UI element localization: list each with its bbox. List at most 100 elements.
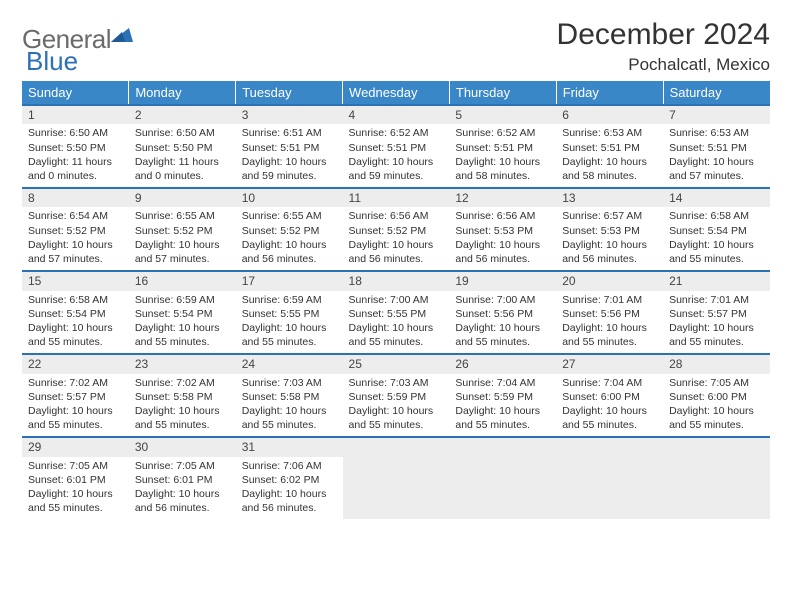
sunrise-line: Sunrise: 6:58 AM xyxy=(28,293,123,307)
sunrise-line: Sunrise: 7:00 AM xyxy=(349,293,444,307)
day-body-cell: Sunrise: 6:58 AMSunset: 5:54 PMDaylight:… xyxy=(22,291,129,355)
sunrise-line: Sunrise: 7:03 AM xyxy=(242,376,337,390)
sunrise-line: Sunrise: 7:02 AM xyxy=(135,376,230,390)
day-body-cell: Sunrise: 6:52 AMSunset: 5:51 PMDaylight:… xyxy=(343,124,450,188)
sunrise-line: Sunrise: 6:56 AM xyxy=(349,209,444,223)
sunrise-line: Sunrise: 7:06 AM xyxy=(242,459,337,473)
day-body-cell: Sunrise: 6:59 AMSunset: 5:55 PMDaylight:… xyxy=(236,291,343,355)
day-number-cell xyxy=(556,437,663,456)
sunrise-line: Sunrise: 6:53 AM xyxy=(562,126,657,140)
daylight-line: Daylight: 10 hours and 57 minutes. xyxy=(135,238,230,266)
sunset-line: Sunset: 5:56 PM xyxy=(455,307,550,321)
day-body-cell: Sunrise: 6:56 AMSunset: 5:52 PMDaylight:… xyxy=(343,207,450,271)
daylight-line: Daylight: 10 hours and 58 minutes. xyxy=(562,155,657,183)
day-body-cell: Sunrise: 6:50 AMSunset: 5:50 PMDaylight:… xyxy=(22,124,129,188)
sunset-line: Sunset: 5:51 PM xyxy=(455,141,550,155)
sunset-line: Sunset: 5:58 PM xyxy=(242,390,337,404)
day-body-cell: Sunrise: 7:05 AMSunset: 6:00 PMDaylight:… xyxy=(663,374,770,438)
sunset-line: Sunset: 5:53 PM xyxy=(455,224,550,238)
day-body-cell xyxy=(556,457,663,520)
sunrise-line: Sunrise: 6:59 AM xyxy=(242,293,337,307)
day-body-cell: Sunrise: 7:04 AMSunset: 5:59 PMDaylight:… xyxy=(449,374,556,438)
sunrise-line: Sunrise: 7:03 AM xyxy=(349,376,444,390)
daylight-line: Daylight: 11 hours and 0 minutes. xyxy=(135,155,230,183)
sunrise-line: Sunrise: 7:05 AM xyxy=(28,459,123,473)
day-number-cell: 21 xyxy=(663,271,770,290)
day-body-cell: Sunrise: 7:02 AMSunset: 5:57 PMDaylight:… xyxy=(22,374,129,438)
sunrise-line: Sunrise: 6:58 AM xyxy=(669,209,764,223)
day-body-cell: Sunrise: 6:55 AMSunset: 5:52 PMDaylight:… xyxy=(236,207,343,271)
daylight-line: Daylight: 10 hours and 55 minutes. xyxy=(562,404,657,432)
sunset-line: Sunset: 5:51 PM xyxy=(669,141,764,155)
sunrise-line: Sunrise: 6:55 AM xyxy=(242,209,337,223)
daylight-line: Daylight: 10 hours and 56 minutes. xyxy=(455,238,550,266)
day-number-cell: 29 xyxy=(22,437,129,456)
calendar-header: Sunday Monday Tuesday Wednesday Thursday… xyxy=(22,81,770,105)
day-body-cell: Sunrise: 7:05 AMSunset: 6:01 PMDaylight:… xyxy=(22,457,129,520)
calendar-table: Sunday Monday Tuesday Wednesday Thursday… xyxy=(22,81,770,519)
sunrise-line: Sunrise: 6:52 AM xyxy=(349,126,444,140)
logo-triangle-icon xyxy=(111,26,133,47)
day-body-cell: Sunrise: 6:50 AMSunset: 5:50 PMDaylight:… xyxy=(129,124,236,188)
daylight-line: Daylight: 10 hours and 56 minutes. xyxy=(135,487,230,515)
weekday-header: Saturday xyxy=(663,81,770,105)
month-title: December 2024 xyxy=(557,18,770,51)
day-number-cell: 9 xyxy=(129,188,236,207)
sunrise-line: Sunrise: 6:55 AM xyxy=(135,209,230,223)
day-number-cell: 18 xyxy=(343,271,450,290)
day-number-cell: 24 xyxy=(236,354,343,373)
sunset-line: Sunset: 5:52 PM xyxy=(28,224,123,238)
sunrise-line: Sunrise: 7:01 AM xyxy=(562,293,657,307)
day-body-cell: Sunrise: 7:06 AMSunset: 6:02 PMDaylight:… xyxy=(236,457,343,520)
sunset-line: Sunset: 6:00 PM xyxy=(669,390,764,404)
day-body-cell: Sunrise: 7:00 AMSunset: 5:56 PMDaylight:… xyxy=(449,291,556,355)
day-number-cell: 17 xyxy=(236,271,343,290)
sunrise-line: Sunrise: 6:54 AM xyxy=(28,209,123,223)
day-body-cell: Sunrise: 6:57 AMSunset: 5:53 PMDaylight:… xyxy=(556,207,663,271)
day-number-cell: 28 xyxy=(663,354,770,373)
sunrise-line: Sunrise: 6:57 AM xyxy=(562,209,657,223)
day-number-cell xyxy=(663,437,770,456)
daylight-line: Daylight: 10 hours and 55 minutes. xyxy=(28,404,123,432)
day-number-cell: 25 xyxy=(343,354,450,373)
daylight-line: Daylight: 10 hours and 55 minutes. xyxy=(455,321,550,349)
sunrise-line: Sunrise: 6:51 AM xyxy=(242,126,337,140)
sunrise-line: Sunrise: 7:01 AM xyxy=(669,293,764,307)
daylight-line: Daylight: 10 hours and 59 minutes. xyxy=(349,155,444,183)
sunset-line: Sunset: 6:01 PM xyxy=(135,473,230,487)
daylight-line: Daylight: 10 hours and 55 minutes. xyxy=(135,404,230,432)
day-body-cell: Sunrise: 6:53 AMSunset: 5:51 PMDaylight:… xyxy=(556,124,663,188)
sunset-line: Sunset: 5:54 PM xyxy=(669,224,764,238)
day-body-cell: Sunrise: 6:59 AMSunset: 5:54 PMDaylight:… xyxy=(129,291,236,355)
calendar-body: 1234567Sunrise: 6:50 AMSunset: 5:50 PMDa… xyxy=(22,105,770,519)
weekday-header: Thursday xyxy=(449,81,556,105)
day-body-cell: Sunrise: 7:03 AMSunset: 5:59 PMDaylight:… xyxy=(343,374,450,438)
sunset-line: Sunset: 5:57 PM xyxy=(669,307,764,321)
sunrise-line: Sunrise: 7:05 AM xyxy=(669,376,764,390)
day-number-cell: 15 xyxy=(22,271,129,290)
sunset-line: Sunset: 5:52 PM xyxy=(242,224,337,238)
sunrise-line: Sunrise: 6:53 AM xyxy=(669,126,764,140)
day-number-cell: 12 xyxy=(449,188,556,207)
calendar-page: General December 2024 Pochalcatl, Mexico… xyxy=(0,0,792,612)
day-number-cell: 16 xyxy=(129,271,236,290)
sunrise-line: Sunrise: 7:05 AM xyxy=(135,459,230,473)
day-number-cell: 23 xyxy=(129,354,236,373)
day-body-cell: Sunrise: 7:00 AMSunset: 5:55 PMDaylight:… xyxy=(343,291,450,355)
sunset-line: Sunset: 5:51 PM xyxy=(349,141,444,155)
day-body-cell: Sunrise: 6:56 AMSunset: 5:53 PMDaylight:… xyxy=(449,207,556,271)
weekday-header: Monday xyxy=(129,81,236,105)
day-body-cell: Sunrise: 7:01 AMSunset: 5:57 PMDaylight:… xyxy=(663,291,770,355)
daylight-line: Daylight: 10 hours and 55 minutes. xyxy=(349,404,444,432)
sunset-line: Sunset: 5:52 PM xyxy=(135,224,230,238)
sunset-line: Sunset: 5:59 PM xyxy=(455,390,550,404)
sunset-line: Sunset: 5:54 PM xyxy=(135,307,230,321)
header-row: General December 2024 Pochalcatl, Mexico xyxy=(22,18,770,75)
day-number-cell: 7 xyxy=(663,105,770,124)
daylight-line: Daylight: 10 hours and 57 minutes. xyxy=(669,155,764,183)
daylight-line: Daylight: 10 hours and 56 minutes. xyxy=(242,238,337,266)
daylight-line: Daylight: 10 hours and 57 minutes. xyxy=(28,238,123,266)
day-number-cell: 19 xyxy=(449,271,556,290)
sunrise-line: Sunrise: 6:56 AM xyxy=(455,209,550,223)
day-number-cell: 8 xyxy=(22,188,129,207)
